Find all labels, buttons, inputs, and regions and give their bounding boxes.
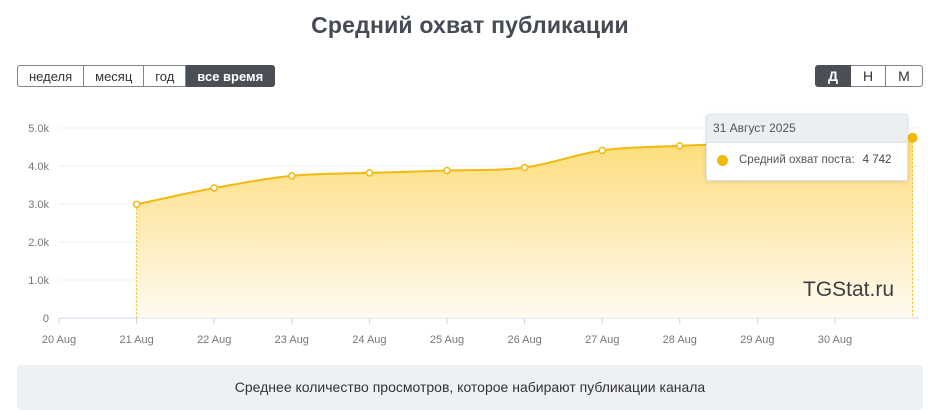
chart-description: Среднее количество просмотров, которое н… [17,365,923,410]
tooltip-value: 4 742 [862,154,892,166]
range-week-button[interactable]: неделя [17,65,85,87]
range-year-button[interactable]: год [144,65,187,87]
x-tick-label: 24 Aug [352,334,386,346]
x-tick-label: 22 Aug [197,334,231,346]
x-tick-label: 27 Aug [585,334,619,346]
interval-month-button[interactable]: М [886,65,923,87]
page-title: Средний охват публикации [311,12,629,38]
range-button-group: неделя месяц год все время [17,65,276,87]
interval-week-button[interactable]: Н [850,65,887,87]
interval-button-group: Д Н М [815,65,923,87]
interval-day-button[interactable]: Д [815,65,851,87]
series-area-fill [136,137,913,318]
data-point [443,166,451,175]
data-point [676,142,684,150]
data-point [598,146,606,155]
tooltip-date: 31 Август 2025 [707,115,907,143]
tgstat-watermark: TGStat.ru [803,278,895,301]
tooltip-label: Средний охват поста: [739,154,855,166]
data-point [288,172,296,180]
chart-tooltip: 31 Август 2025 Средний охват поста: 4 74… [706,114,908,181]
data-point [520,163,529,172]
data-point [365,169,374,177]
y-tick-label: 2.0k [28,237,49,249]
y-tick-label: 4.0k [28,161,49,173]
x-tick-label: 29 Aug [740,334,774,346]
x-tick-label: 30 Aug [818,334,852,346]
x-tick-label: 25 Aug [430,334,464,346]
y-tick-label: 1.0k [28,275,49,287]
data-point [132,200,141,209]
x-tick-label: 26 Aug [507,334,541,346]
x-tick-label: 21 Aug [119,334,153,346]
range-all-time-button[interactable]: все время [186,65,276,87]
data-point [210,184,218,192]
y-tick-label: 3.0k [28,199,49,211]
x-tick-label: 20 Aug [42,334,76,346]
x-tick-label: 23 Aug [275,334,309,346]
highlighted-data-point [907,132,918,143]
series-marker-icon [717,154,728,166]
y-tick-label: 5.0k [28,123,49,135]
range-month-button[interactable]: месяц [84,65,145,87]
y-tick-label: 0 [43,313,49,325]
x-tick-label: 28 Aug [663,334,697,346]
